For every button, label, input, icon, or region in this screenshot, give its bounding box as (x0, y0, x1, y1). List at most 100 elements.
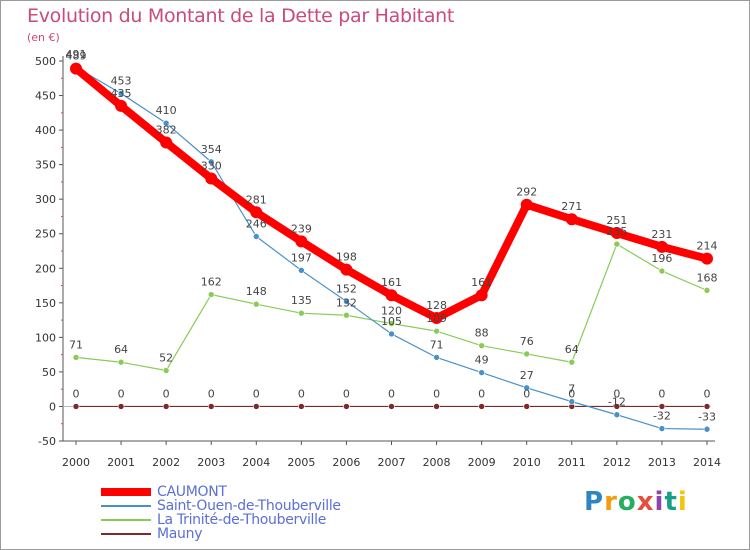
data-label: 109 (426, 312, 447, 325)
series-1-point (658, 425, 666, 432)
series-3-point (478, 403, 485, 410)
logo-letter: i (654, 487, 665, 517)
series-1 (72, 63, 711, 433)
x-tick-label: 2006 (332, 456, 360, 469)
series-2-point (207, 291, 215, 298)
logo-letter: x (636, 487, 655, 517)
data-label: 0 (704, 387, 711, 400)
x-tick-label: 2000 (62, 456, 90, 469)
data-label: 453 (111, 74, 132, 87)
series-0-point (160, 136, 173, 149)
data-label: 0 (253, 387, 260, 400)
series-1-line (75, 66, 708, 430)
data-label: 71 (69, 338, 83, 351)
series-3 (72, 403, 711, 410)
logo-letter: i (677, 487, 688, 517)
series-0-point (385, 289, 398, 302)
series-3-point (252, 403, 260, 410)
x-tick-label: 2008 (423, 456, 451, 469)
data-label: 382 (156, 124, 177, 137)
data-label: 491 (66, 48, 87, 61)
series-1-point (252, 233, 260, 240)
x-axis-ticks: 2000 2001 2002 2003 2004 2005 2006 2007 2008 2009… (62, 441, 721, 469)
chart-title: Evolution du Montant de la Dette par Hab… (27, 5, 455, 27)
x-tick-label: 2001 (107, 456, 135, 469)
legend-label-saint-ouen: Saint-Ouen-de-Thouberville (157, 498, 341, 514)
y-tick-label: 100 (35, 331, 56, 344)
x-tick-label: 2007 (378, 456, 406, 469)
series-0-point (70, 62, 82, 75)
series-0-point (295, 235, 308, 248)
data-label: 135 (291, 294, 312, 307)
series-3-point (72, 403, 80, 410)
series-2-point (523, 350, 531, 358)
y-tick-label: 500 (35, 55, 56, 68)
series-3-point (343, 403, 350, 410)
legend-item-saint-ouen: Saint-Ouen-de-Thouberville (101, 499, 341, 513)
series-2-point (162, 367, 170, 374)
data-label: 410 (156, 104, 177, 117)
logo-letter: t (664, 487, 678, 517)
series-0-point (475, 289, 488, 302)
series-2-point (298, 309, 305, 317)
data-label: 489 (66, 50, 87, 63)
legend-item-mauny: Mauny (101, 527, 341, 541)
x-tick-label: 2012 (603, 456, 631, 469)
data-label: 162 (201, 276, 222, 289)
series-2-point (388, 320, 395, 327)
x-tick-label: 2005 (287, 456, 315, 469)
series-2-point (72, 354, 80, 361)
series-0-point (430, 312, 443, 325)
series-0-point (205, 172, 218, 185)
data-label: 161 (471, 276, 492, 289)
series-2-point (117, 358, 125, 366)
data-label: -33 (698, 410, 716, 423)
x-tick-label: 2002 (152, 456, 180, 469)
series-1-point (162, 119, 170, 127)
series-1-point (433, 354, 440, 361)
series-0-point (250, 206, 263, 219)
data-label: 148 (246, 285, 267, 298)
data-label: 132 (336, 296, 357, 309)
series-0-point (610, 227, 623, 240)
y-tick-label: 150 (35, 297, 56, 310)
data-label: -12 (608, 396, 626, 409)
y-tick-label: 300 (35, 193, 56, 206)
series-3-point (298, 403, 305, 410)
data-label: 0 (73, 387, 80, 400)
data-label: 0 (388, 387, 395, 400)
y-tick-label: 250 (35, 228, 56, 241)
data-label: 0 (298, 387, 305, 400)
legend-swatch-mauny (101, 533, 151, 535)
logo-letter: P (584, 487, 605, 517)
data-label: 168 (697, 271, 718, 284)
data-label: 330 (201, 159, 222, 172)
data-label: 120 (381, 305, 402, 318)
series-2-point (703, 287, 711, 294)
data-labels-layer: 4894353823302812391981611281612922712512… (66, 48, 718, 423)
x-tick-label: 2010 (513, 456, 541, 469)
series-3-point (613, 403, 621, 410)
data-label: 231 (651, 228, 672, 241)
chart-unit-label: (en €) (27, 31, 60, 44)
series-0 (70, 62, 713, 325)
data-label: 71 (430, 338, 444, 351)
data-label: 196 (651, 252, 672, 265)
legend-item-caumont: CAUMONT (101, 485, 341, 499)
series-3-point (207, 403, 215, 410)
data-label: 197 (291, 251, 312, 264)
data-label: 235 (606, 225, 627, 238)
y-tick-label: 50 (42, 366, 56, 379)
series-2-point (433, 327, 440, 335)
x-tick-label: 2011 (558, 456, 586, 469)
data-label: 64 (565, 343, 579, 356)
series-3-point (433, 403, 440, 410)
data-label: 0 (613, 387, 620, 400)
series-0-point (701, 252, 713, 265)
series-layer (70, 62, 713, 433)
x-tick-label: 2014 (693, 456, 721, 469)
data-label: 161 (381, 276, 402, 289)
data-label: 27 (520, 369, 534, 382)
series-0-point (115, 99, 128, 112)
logo-letter: r (604, 487, 618, 517)
